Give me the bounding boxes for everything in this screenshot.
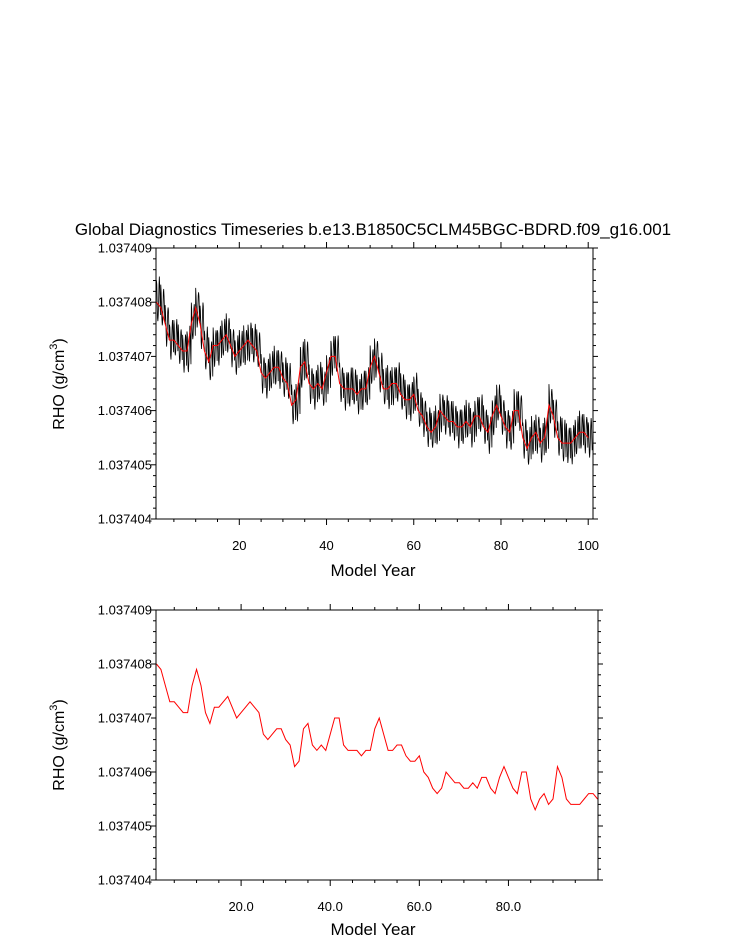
x-tick-label: 80 bbox=[494, 538, 508, 553]
x-tick-label: 60 bbox=[407, 538, 421, 553]
top-x-tick-labels: 20 40 60 80 100 bbox=[232, 538, 599, 553]
y-tick-label: 1.037405 bbox=[98, 819, 152, 834]
y-tick-label: 1.037405 bbox=[98, 457, 152, 472]
y-tick-label: 1.037408 bbox=[98, 295, 152, 310]
bottom-plot-lines bbox=[156, 663, 598, 812]
top-y-tick-labels: 1.037404 1.037405 1.037406 1.037407 1.037408… bbox=[98, 241, 152, 527]
y-tick-label: 1.037408 bbox=[98, 657, 152, 672]
y-tick-label: 1.037407 bbox=[98, 711, 152, 726]
annual-mean-series-line bbox=[156, 301, 589, 450]
bottom-axis-ticks bbox=[151, 604, 603, 886]
x-tick-label: 100 bbox=[577, 538, 599, 553]
y-tick-label: 1.037407 bbox=[98, 349, 152, 364]
top-timeseries-panel: 1.037404 1.037405 1.037406 1.037407 1.037408… bbox=[48, 241, 599, 581]
top-y-axis-label: RHO (g/cm3) bbox=[48, 338, 68, 429]
y-tick-label: 1.037404 bbox=[98, 873, 152, 888]
annual-mean-series-line bbox=[156, 663, 598, 812]
top-x-axis-label: Model Year bbox=[330, 561, 415, 580]
bottom-y-tick-labels: 1.037404 1.037405 1.037406 1.037407 1.037408… bbox=[98, 603, 152, 888]
y-tick-label: 1.037409 bbox=[98, 241, 152, 256]
monthly-series-line bbox=[156, 276, 593, 465]
y-tick-label: 1.037406 bbox=[98, 403, 152, 418]
x-tick-label: 20.0 bbox=[228, 899, 253, 914]
top-plot-frame bbox=[155, 247, 594, 520]
x-tick-label: 20 bbox=[232, 538, 246, 553]
x-tick-label: 40 bbox=[319, 538, 333, 553]
figure-title: Global Diagnostics Timeseries b.e13.B185… bbox=[75, 220, 671, 239]
y-tick-label: 1.037404 bbox=[98, 512, 152, 527]
bottom-x-tick-labels: 20.0 40.0 60.0 80.0 bbox=[228, 899, 521, 914]
bottom-timeseries-panel: 1.037404 1.037405 1.037406 1.037407 1.037408… bbox=[48, 603, 603, 939]
x-tick-label: 80.0 bbox=[496, 899, 521, 914]
y-tick-label: 1.037406 bbox=[98, 765, 152, 780]
bottom-y-axis-label: RHO (g/cm3) bbox=[48, 699, 68, 790]
x-tick-label: 40.0 bbox=[318, 899, 343, 914]
bottom-plot-frame bbox=[155, 609, 599, 881]
top-axis-ticks bbox=[151, 242, 598, 525]
y-tick-label: 1.037409 bbox=[98, 603, 152, 618]
bottom-x-axis-label: Model Year bbox=[330, 920, 415, 939]
x-tick-label: 60.0 bbox=[407, 899, 432, 914]
top-plot-lines bbox=[156, 276, 593, 465]
